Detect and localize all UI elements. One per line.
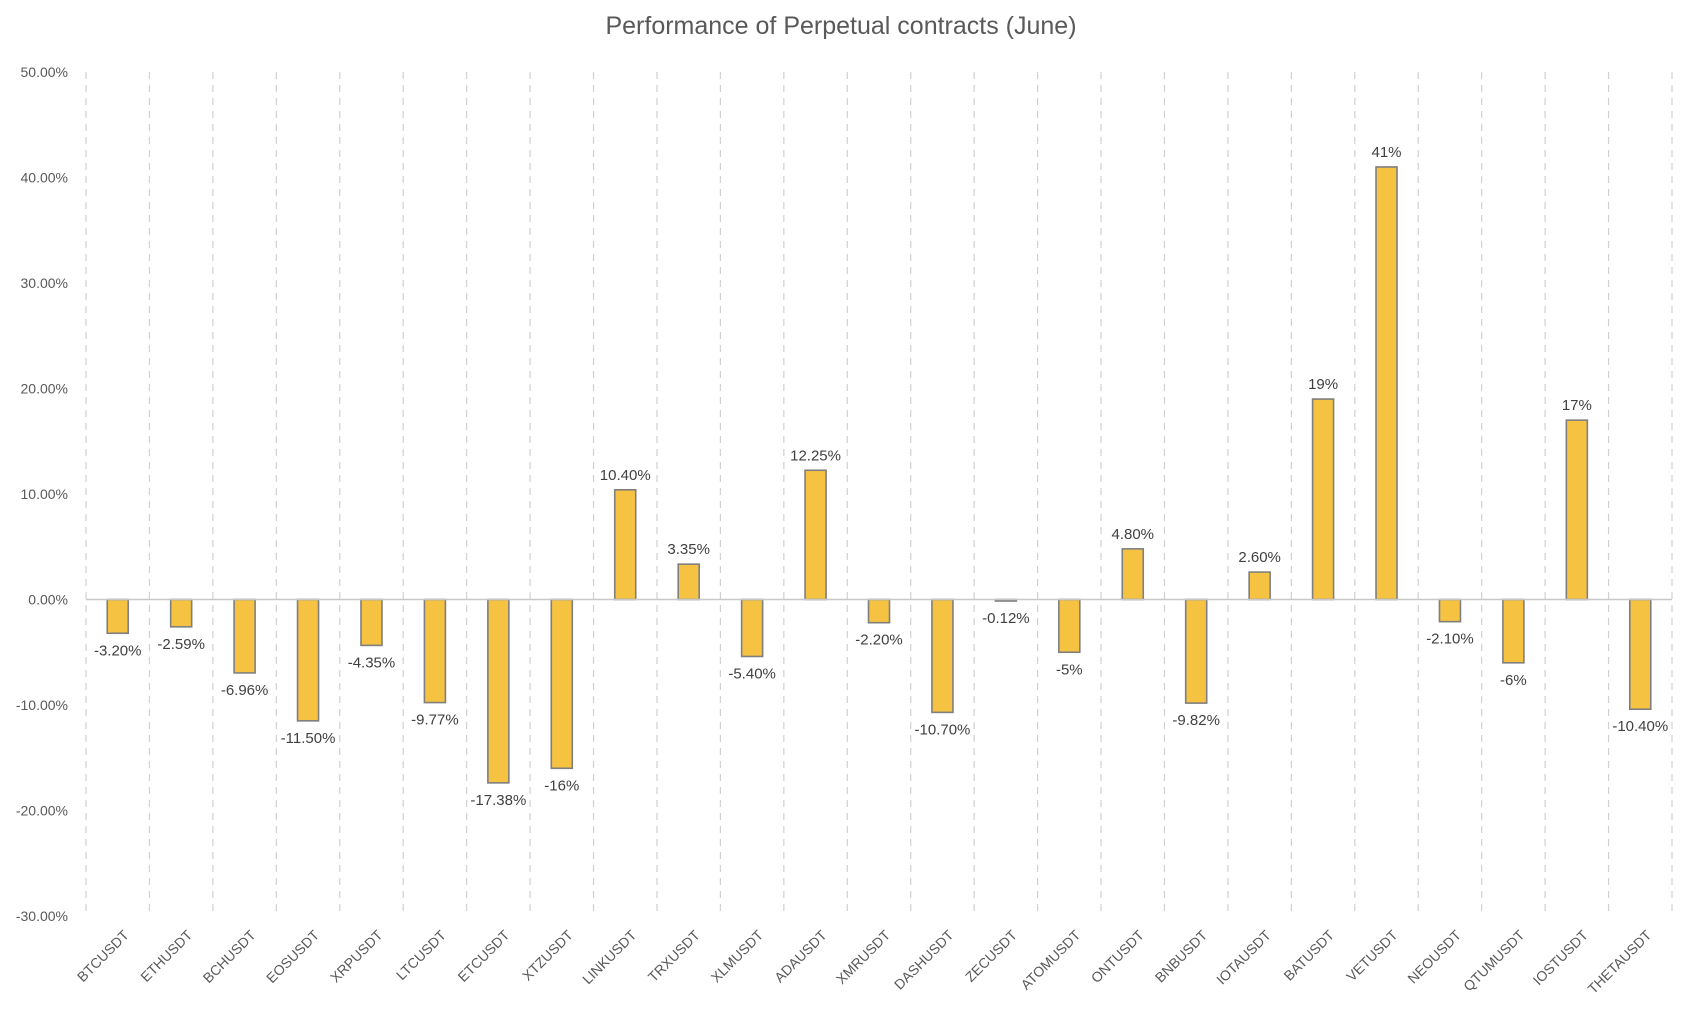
- data-label: -5.40%: [728, 665, 776, 682]
- bar-adausdt: [804, 469, 827, 601]
- x-tick-label: ZECUSDT: [962, 927, 1020, 985]
- x-tick-label: ETCUSDT: [454, 927, 512, 985]
- x-tick-label: LINKUSDT: [579, 926, 640, 987]
- x-tick-label: THETAUSDT: [1584, 926, 1654, 996]
- data-label: 12.25%: [790, 447, 841, 464]
- bar-thetausdt: [1628, 598, 1652, 711]
- data-label: -2.59%: [157, 636, 205, 653]
- x-tick-label: BNBUSDT: [1152, 926, 1211, 985]
- data-label: -11.50%: [281, 730, 336, 747]
- y-tick-label: -20.00%: [16, 803, 68, 819]
- data-label: -9.77%: [411, 712, 459, 729]
- x-tick-label: IOSTUSDT: [1530, 926, 1592, 988]
- bar-bchusdt: [233, 598, 256, 674]
- chart-title: Performance of Perpetual contracts (June…: [605, 12, 1077, 40]
- x-tick-label: BATUSDT: [1280, 927, 1337, 984]
- data-label: -4.35%: [348, 654, 396, 671]
- bar-batusdt: [1311, 398, 1335, 601]
- bar-xmrusdt: [867, 598, 891, 624]
- data-label: 10.40%: [600, 467, 651, 484]
- x-tick-label: BTCUSDT: [74, 927, 132, 985]
- x-tick-label: DASHUSDT: [891, 926, 957, 992]
- bar-ethusdt: [169, 598, 193, 628]
- bar-neousdt: [1438, 598, 1462, 623]
- y-tick-label: 30.00%: [21, 275, 68, 291]
- bar-linkusdt: [613, 488, 637, 601]
- bar-atomusdt: [1058, 598, 1081, 654]
- y-tick-label: -30.00%: [16, 908, 68, 924]
- data-label: -6%: [1500, 672, 1527, 689]
- data-label: -17.38%: [470, 792, 526, 809]
- bar-vetusdt: [1375, 166, 1398, 601]
- x-tick-label: ONTUSDT: [1088, 926, 1147, 985]
- data-label: 4.80%: [1111, 526, 1154, 543]
- y-tick-label: 20.00%: [21, 381, 68, 397]
- bar-qtumusdt: [1502, 598, 1525, 664]
- y-axis-ticks: 50.00% 40.00% 30.00% 20.00% 10.00% 0.00% -10.0…: [16, 64, 68, 924]
- bar-btcusdt: [106, 598, 130, 635]
- data-label: -0.12%: [982, 610, 1030, 627]
- bar-ontusdt: [1121, 548, 1145, 601]
- data-label: -10.40%: [1612, 718, 1668, 735]
- bar-xlmusdt: [740, 598, 764, 658]
- x-tick-label: ETHUSDT: [137, 927, 195, 985]
- y-tick-label: -10.00%: [16, 697, 68, 713]
- grid-lines: [85, 72, 1673, 916]
- bar-ltcusdt: [423, 598, 447, 704]
- x-tick-label: XMRUSDT: [833, 927, 894, 988]
- data-label: -2.10%: [1426, 631, 1474, 648]
- x-tick-label: ATOMUSDT: [1017, 926, 1083, 992]
- data-label: 17%: [1562, 397, 1592, 414]
- data-label: 2.60%: [1238, 549, 1281, 566]
- bar-xtzusdt: [550, 598, 574, 770]
- x-tick-label: IOTAUSDT: [1213, 926, 1274, 987]
- data-label: -6.96%: [221, 682, 269, 699]
- data-label: -5%: [1056, 661, 1083, 678]
- bar-xrpusdt: [360, 598, 383, 647]
- x-tick-label: LTCUSDT: [393, 926, 450, 983]
- x-tick-label: BCHUSDT: [200, 926, 259, 985]
- y-tick-label: 10.00%: [21, 486, 68, 502]
- bar-trxusdt: [677, 563, 700, 601]
- x-tick-label: EOSUSDT: [263, 926, 322, 985]
- bar-iostusdt: [1565, 419, 1589, 601]
- x-tick-label: XRPUSDT: [327, 926, 386, 985]
- x-tick-label: NEOUSDT: [1404, 926, 1464, 986]
- bar-iotausdt: [1248, 571, 1271, 601]
- data-label: -16%: [544, 777, 579, 794]
- y-tick-label: 50.00%: [21, 64, 68, 80]
- data-label: -3.20%: [94, 642, 142, 659]
- data-label: -10.70%: [915, 721, 971, 738]
- x-tick-label: QTUMUSDT: [1460, 926, 1528, 994]
- y-tick-label: 40.00%: [21, 170, 68, 186]
- x-tick-label: ADAUSDT: [771, 926, 830, 985]
- bar-dashusdt: [931, 598, 954, 714]
- bar-bnbusdt: [1184, 598, 1208, 704]
- data-label: -9.82%: [1172, 712, 1220, 729]
- data-label: 19%: [1308, 376, 1338, 393]
- bar-etcusdt: [487, 598, 510, 784]
- y-tick-label: 0.00%: [28, 592, 68, 608]
- x-tick-label: XTZUSDT: [519, 926, 576, 983]
- x-tick-label: XLMUSDT: [708, 926, 767, 985]
- data-label: 3.35%: [667, 541, 710, 558]
- data-label: 41%: [1372, 144, 1402, 161]
- data-labels: -3.20% -2.59% -6.96% -11.50% -4.35% -9.77% -17…: [94, 144, 1668, 809]
- x-tick-label: TRXUSDT: [645, 927, 703, 985]
- x-tick-label: VETUSDT: [1343, 926, 1401, 984]
- bar-eosusdt: [296, 598, 320, 722]
- data-label: -2.20%: [855, 632, 903, 649]
- bars: [106, 166, 1652, 784]
- x-axis-labels: BTCUSDT ETHUSDT BCHUSDT EOSUSDT XRPUSDT LTCUS…: [74, 926, 1655, 996]
